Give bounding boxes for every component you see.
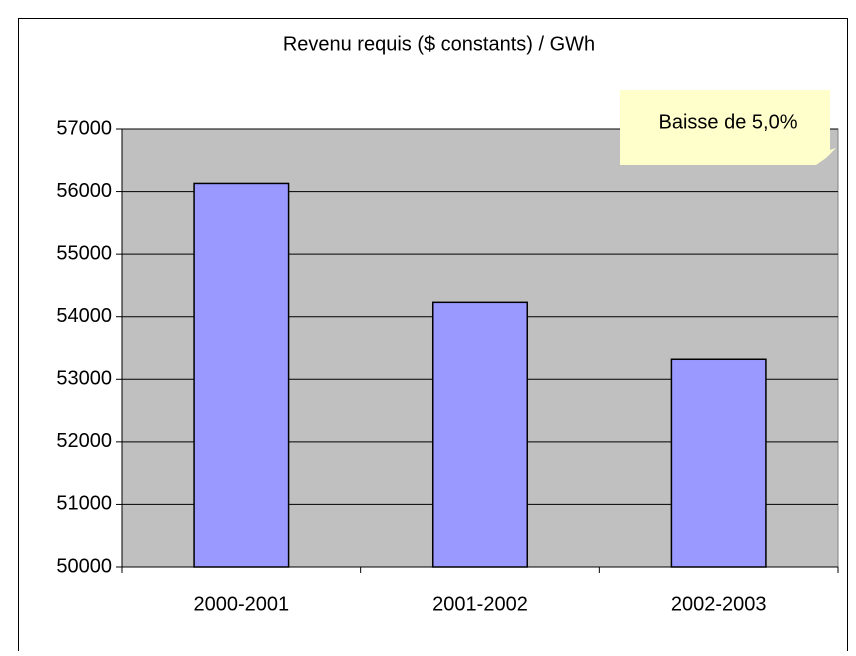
annotation-box [620, 90, 836, 165]
bar [670, 358, 767, 568]
y-tick-label: 50000 [56, 555, 112, 577]
x-tick-label: 2000-2001 [194, 593, 290, 615]
y-tick-label: 54000 [56, 305, 112, 327]
x-tick-label: 2002-2003 [671, 593, 767, 615]
y-tick-label: 57000 [56, 117, 112, 139]
chart-title: Revenu requis ($ constants) / GWh [283, 33, 595, 55]
bar [431, 301, 529, 568]
bar [193, 182, 290, 568]
y-tick-label: 56000 [56, 180, 112, 202]
annotation: Baisse de 5,0% [659, 111, 798, 133]
y-tick-label: 52000 [56, 430, 112, 452]
y-tick-label: 53000 [56, 368, 112, 390]
y-tick-label: 51000 [56, 493, 112, 515]
x-tick-label: 2001-2002 [432, 593, 528, 615]
marks: 50000 51000 52000 53000 54000 55000 56000 57000… [56, 117, 839, 615]
y-tick-label: 55000 [56, 242, 112, 264]
